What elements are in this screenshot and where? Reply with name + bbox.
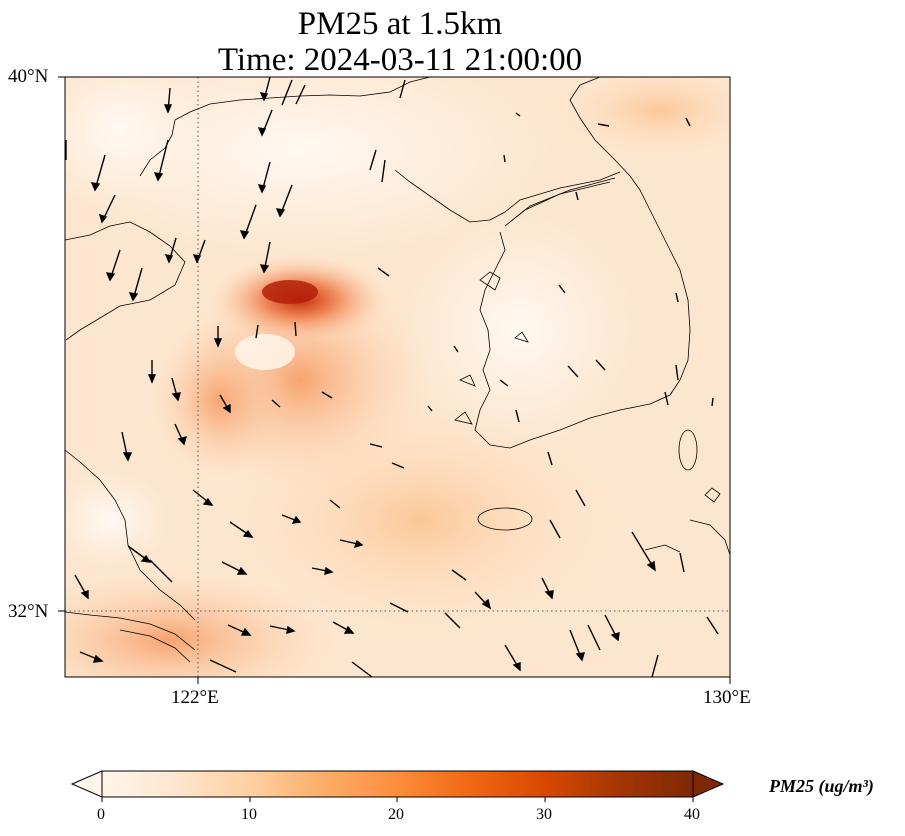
colorbar-tick-0: 0 bbox=[97, 806, 105, 823]
colorbar-label: PM25 (ug/m³) bbox=[769, 776, 874, 796]
lat-tick-40N: 40°N bbox=[8, 66, 49, 87]
lon-tick-130E: 130°E bbox=[703, 687, 751, 708]
coastlines bbox=[65, 77, 730, 663]
map-frame bbox=[64, 76, 731, 678]
lat-tick-32N: 32°N bbox=[8, 601, 49, 622]
colorbar-tick-30: 30 bbox=[536, 806, 552, 823]
colorbar-tick-20: 20 bbox=[388, 806, 404, 823]
colorbar bbox=[70, 770, 725, 802]
pm25-field bbox=[65, 77, 730, 677]
wind-arrows bbox=[65, 77, 719, 677]
lon-tick-122E: 122°E bbox=[171, 687, 219, 708]
colorbar-tick-10: 10 bbox=[241, 806, 257, 823]
map-title-line1: PM25 at 1.5km bbox=[297, 6, 503, 42]
colorbar-tick-40: 40 bbox=[684, 806, 700, 823]
map-title-line2: Time: 2024-03-11 21:00:00 bbox=[217, 42, 583, 78]
